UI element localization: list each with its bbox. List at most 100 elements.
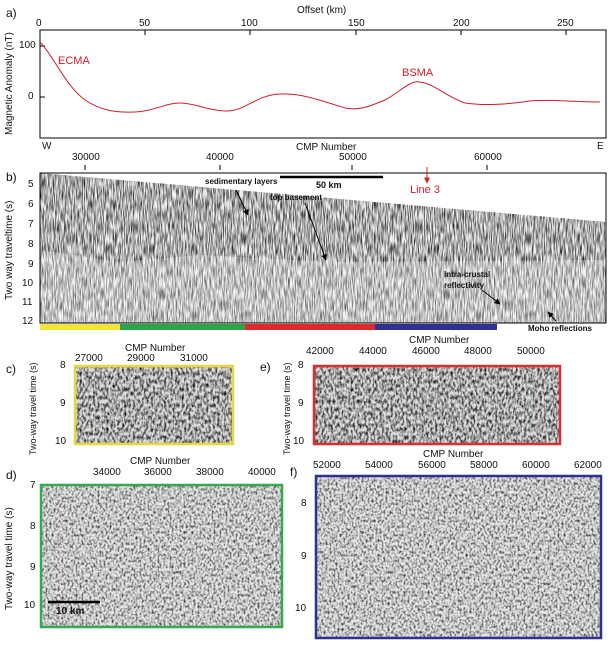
panel-f-y-tick: 9 bbox=[301, 551, 307, 562]
top-basement-label: top basement bbox=[270, 193, 323, 202]
panel-f-y-tick: 10 bbox=[295, 603, 307, 614]
panel-e-x-tick: 48000 bbox=[464, 346, 492, 357]
panel-c-x-title: CMP Number bbox=[125, 343, 186, 354]
panel-b-y-tick: 10 bbox=[22, 278, 34, 289]
panel-a-x-tick: 50 bbox=[139, 18, 151, 29]
panel-b-x-title: CMP Number bbox=[296, 142, 357, 153]
panel-e-seismic bbox=[314, 366, 560, 444]
panel-b-letter: b) bbox=[6, 170, 17, 184]
panel-d-x-tick: 40000 bbox=[248, 467, 276, 478]
panel-f-x-tick: 62000 bbox=[574, 460, 602, 471]
panel-c-y-tick: 9 bbox=[60, 398, 66, 409]
panel-a-x-tick: 150 bbox=[348, 18, 365, 29]
panel-c-x-tick: 31000 bbox=[180, 353, 208, 364]
panel-c-y-tick: 10 bbox=[55, 436, 67, 447]
panel-a-west-label: W bbox=[42, 141, 52, 152]
panel-e-x-tick: 44000 bbox=[359, 346, 387, 357]
panel-f-letter: f) bbox=[290, 465, 298, 479]
panel-a-frame bbox=[39, 29, 607, 139]
panel-c-y-title: Two-way travel time (s) bbox=[28, 362, 38, 455]
panel-d-y-title: Two-way travel time (s) bbox=[4, 507, 15, 610]
panel-a-left-ticks bbox=[40, 45, 45, 98]
panel-f-x-tick: 52000 bbox=[313, 460, 341, 471]
panel-f-x-tick: 58000 bbox=[470, 460, 498, 471]
panel-b-basement-zone bbox=[40, 250, 606, 323]
panel-c-letter: c) bbox=[6, 362, 16, 376]
panel-d-x-tick: 34000 bbox=[93, 467, 121, 478]
panel-a-letter: a) bbox=[6, 6, 17, 20]
panel-d-x-tick: 36000 bbox=[144, 467, 172, 478]
panel-b-x-tick: 60000 bbox=[474, 152, 502, 163]
panel-c-x-tick: 29000 bbox=[127, 353, 155, 364]
bsma-label: BSMA bbox=[402, 67, 434, 79]
panel-e-y-tick: 9 bbox=[298, 398, 304, 409]
panel-a-east-label: E bbox=[597, 141, 604, 152]
panel-f-y-tick: 8 bbox=[301, 498, 307, 509]
color-bar-red bbox=[245, 324, 375, 330]
panel-a-y-tick: 100 bbox=[19, 40, 36, 51]
panel-d-x-tick: 38000 bbox=[196, 467, 224, 478]
panel-e-y-tick: 8 bbox=[298, 360, 304, 371]
panel-d-seismic bbox=[41, 485, 282, 627]
panel-d-letter: d) bbox=[6, 468, 17, 482]
panel-c-seismic bbox=[75, 366, 233, 444]
panel-e-x-title: CMP Number bbox=[409, 335, 470, 346]
panel-b-x-tick: 50000 bbox=[339, 152, 367, 163]
panel-f-x-title: CMP Number bbox=[423, 449, 484, 460]
panel-d-y-tick: 7 bbox=[30, 480, 36, 491]
panel-e-x-tick: 42000 bbox=[306, 346, 334, 357]
top-basement-arrow bbox=[304, 202, 327, 261]
panel-b-y-title: Two way traveltime (s) bbox=[4, 200, 15, 300]
panel-b-y-tick: 9 bbox=[28, 259, 34, 270]
panel-a-x-tick: 100 bbox=[241, 18, 258, 29]
panel-b-scale-label: 50 km bbox=[316, 180, 342, 190]
panel-d-y-tick: 10 bbox=[24, 600, 36, 611]
panel-e-frame bbox=[312, 364, 562, 446]
moho-arrow bbox=[547, 311, 557, 322]
panel-c-y-tick: 8 bbox=[60, 360, 66, 371]
moho-label: Moho reflections bbox=[528, 324, 593, 333]
panel-f-x-tick: 56000 bbox=[418, 460, 446, 471]
panel-b-x-tick: 40000 bbox=[206, 152, 234, 163]
panel-c-frame bbox=[73, 364, 235, 446]
panel-b-frame bbox=[39, 172, 607, 324]
panel-b-top-ticks bbox=[84, 165, 488, 170]
panel-b-y-tick: 7 bbox=[28, 219, 34, 230]
line3-label: Line 3 bbox=[410, 184, 440, 196]
intra-crustal-label: Intra-crustal reflectivity bbox=[444, 270, 491, 290]
panel-d-y-tick: 9 bbox=[30, 562, 36, 573]
panel-a-x-tick: 200 bbox=[453, 18, 470, 29]
panel-a-y-title: Magnetic Anomaly (nT) bbox=[4, 32, 15, 135]
panel-b-water-column bbox=[40, 170, 606, 222]
panel-d-scale-label: 10 km bbox=[56, 606, 85, 617]
panel-f-frame bbox=[314, 474, 603, 640]
panel-e-y-tick: 10 bbox=[293, 436, 305, 447]
panel-b-y-tick: 5 bbox=[28, 179, 34, 190]
panel-e-x-tick: 46000 bbox=[412, 346, 440, 357]
panel-d-x-title: CMP Number bbox=[130, 456, 191, 467]
panel-b-y-tick: 12 bbox=[22, 316, 34, 327]
color-bar-green bbox=[120, 324, 245, 330]
panel-f-seismic bbox=[316, 476, 601, 638]
sedimentary-arrow bbox=[235, 189, 249, 216]
sedimentary-layers-label: sedimentary layers bbox=[205, 177, 278, 186]
panel-e-y-title: Two-way travel time (s) bbox=[282, 362, 292, 455]
panel-a-x-title: Offset (km) bbox=[297, 5, 347, 16]
panel-a-x-tick: 0 bbox=[36, 18, 42, 29]
panel-a-x-tick: 250 bbox=[557, 18, 574, 29]
color-bar-yellow bbox=[40, 324, 120, 330]
magnetic-anomaly-curve bbox=[39, 41, 601, 113]
panel-a-top-ticks bbox=[39, 30, 567, 35]
panel-b-y-tick: 6 bbox=[28, 199, 34, 210]
panel-b-y-tick: 8 bbox=[28, 239, 34, 250]
panel-d-y-tick: 8 bbox=[30, 521, 36, 532]
ecma-label: ECMA bbox=[58, 55, 90, 67]
panel-f-x-tick: 60000 bbox=[522, 460, 550, 471]
panel-f-x-tick: 54000 bbox=[365, 460, 393, 471]
panel-d-frame bbox=[39, 483, 284, 629]
color-bar-blue bbox=[375, 324, 497, 330]
panel-a-y-tick: 0 bbox=[28, 91, 34, 102]
panel-b-y-tick: 11 bbox=[22, 297, 33, 308]
panel-c-x-tick: 27000 bbox=[75, 353, 103, 364]
